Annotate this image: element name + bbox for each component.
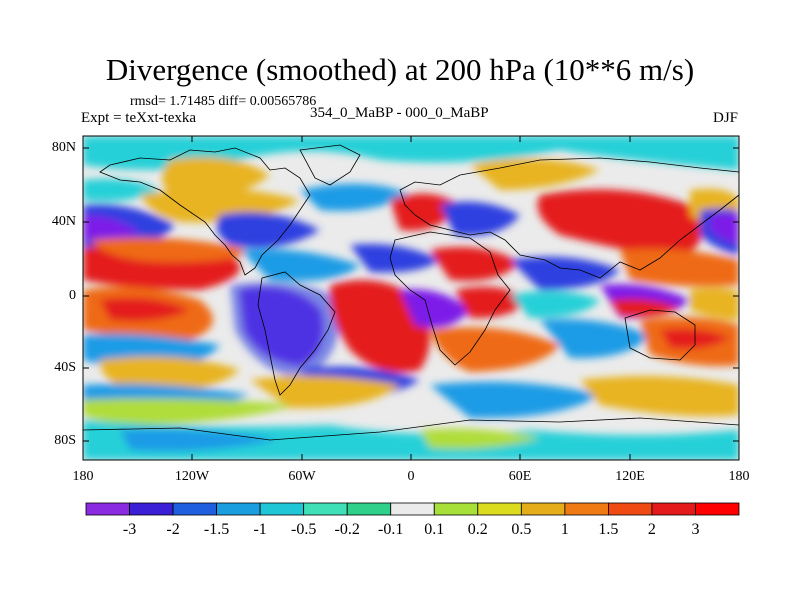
field-region (240, 249, 360, 281)
colorbar-swatch (477, 502, 522, 516)
field-region (300, 183, 410, 211)
colorbar-swatch (129, 502, 174, 516)
colorbar-swatch (216, 502, 261, 516)
field-region (83, 215, 140, 242)
colorbar-swatch (303, 502, 348, 516)
field-region (610, 298, 680, 317)
field-region (230, 282, 341, 380)
colorbar-label: 3 (691, 521, 700, 538)
colorbar-label: 0.1 (424, 521, 445, 538)
colorbar-label: -0.1 (378, 521, 404, 538)
colorbar (85, 502, 740, 516)
field-region (216, 212, 320, 248)
field-region (510, 291, 600, 318)
field-region (162, 157, 270, 199)
coastline-south-america (257, 271, 336, 396)
lon-label-120w: 120W (174, 469, 210, 484)
coastline-antarctica (82, 417, 740, 441)
coastlines (82, 144, 740, 441)
colorbar-swatch (520, 502, 566, 516)
field-region (390, 193, 460, 231)
field-region (710, 212, 739, 245)
season-label: DJF (712, 110, 738, 126)
colorbar-label: -3 (122, 521, 137, 538)
lon-label-60e: 60E (508, 469, 532, 484)
colorbar-label: -1.5 (203, 521, 230, 538)
colorbar-swatch (651, 502, 696, 516)
lat-label-80s: 80S (54, 433, 76, 448)
colorbar-label: -0.2 (334, 521, 360, 538)
field-region (350, 244, 440, 273)
colorbar-label: 1.5 (598, 521, 619, 538)
field-region (120, 428, 280, 452)
divergence-field (83, 136, 739, 460)
lon-label-120e: 120E (615, 469, 645, 484)
field-region (537, 189, 703, 260)
colorbar-swatch (695, 502, 740, 516)
axis-ticks (83, 136, 739, 460)
field-region (420, 428, 540, 449)
lat-label-40s: 40S (54, 360, 76, 375)
colorbar-swatch (608, 502, 653, 516)
field-region (470, 158, 600, 190)
lon-label-180e: 180 (728, 469, 750, 484)
plot-title: Divergence (smoothed) at 200 hPa (10**6 … (105, 52, 695, 87)
comparison-label: 354_0_MaBP - 000_0_MaBP (310, 105, 489, 121)
field-region (510, 256, 620, 290)
lon-label-180w: 180 (72, 469, 94, 484)
colorbar-label: 0.2 (467, 521, 488, 538)
field-region (330, 280, 430, 373)
colorbar-swatch (433, 502, 479, 516)
field-region (440, 201, 520, 236)
colorbar-label: -2 (166, 521, 180, 538)
colorbar-swatch (85, 502, 130, 516)
colorbar-swatch (564, 502, 609, 516)
coastline-africa (389, 231, 511, 366)
coastline-north-america (99, 147, 311, 276)
field-region (690, 287, 739, 320)
colorbar-label: 2 (647, 521, 656, 538)
colorbar-label: 1 (560, 521, 569, 538)
lon-label-0: 0 (407, 469, 415, 484)
colorbar-swatch (172, 502, 217, 516)
coastline-greenland (299, 144, 361, 186)
field-region (83, 420, 739, 460)
colorbar-label: -1 (253, 521, 267, 538)
field-region (90, 237, 250, 262)
stats-text: rmsd= 1.71485 diff= 0.00565786 (130, 94, 317, 109)
colorbar-label: 0.5 (511, 521, 532, 538)
lat-label-0: 0 (69, 288, 76, 303)
field-region (620, 248, 739, 287)
field-region (400, 289, 470, 328)
coastline-eurasia (399, 157, 740, 279)
field-region (100, 356, 240, 393)
field-region (250, 376, 400, 409)
field-region (100, 297, 190, 322)
colorbar-swatch (390, 502, 435, 516)
field-region (430, 327, 560, 372)
field-region (83, 398, 300, 425)
field-region (455, 286, 530, 319)
field-region (580, 376, 739, 417)
coastline-australia (624, 309, 696, 361)
lon-label-60w: 60W (288, 469, 316, 484)
colorbar-swatch (346, 502, 392, 516)
field-region (540, 319, 650, 359)
lat-label-40n: 40N (51, 214, 76, 229)
experiment-label: Expt = teXxt-texka (81, 110, 197, 126)
lat-label-80n: 80N (51, 140, 76, 155)
field-region (83, 136, 739, 170)
colorbar-swatch (259, 502, 305, 516)
field-region (430, 381, 600, 419)
colorbar-label: -0.5 (290, 521, 317, 538)
